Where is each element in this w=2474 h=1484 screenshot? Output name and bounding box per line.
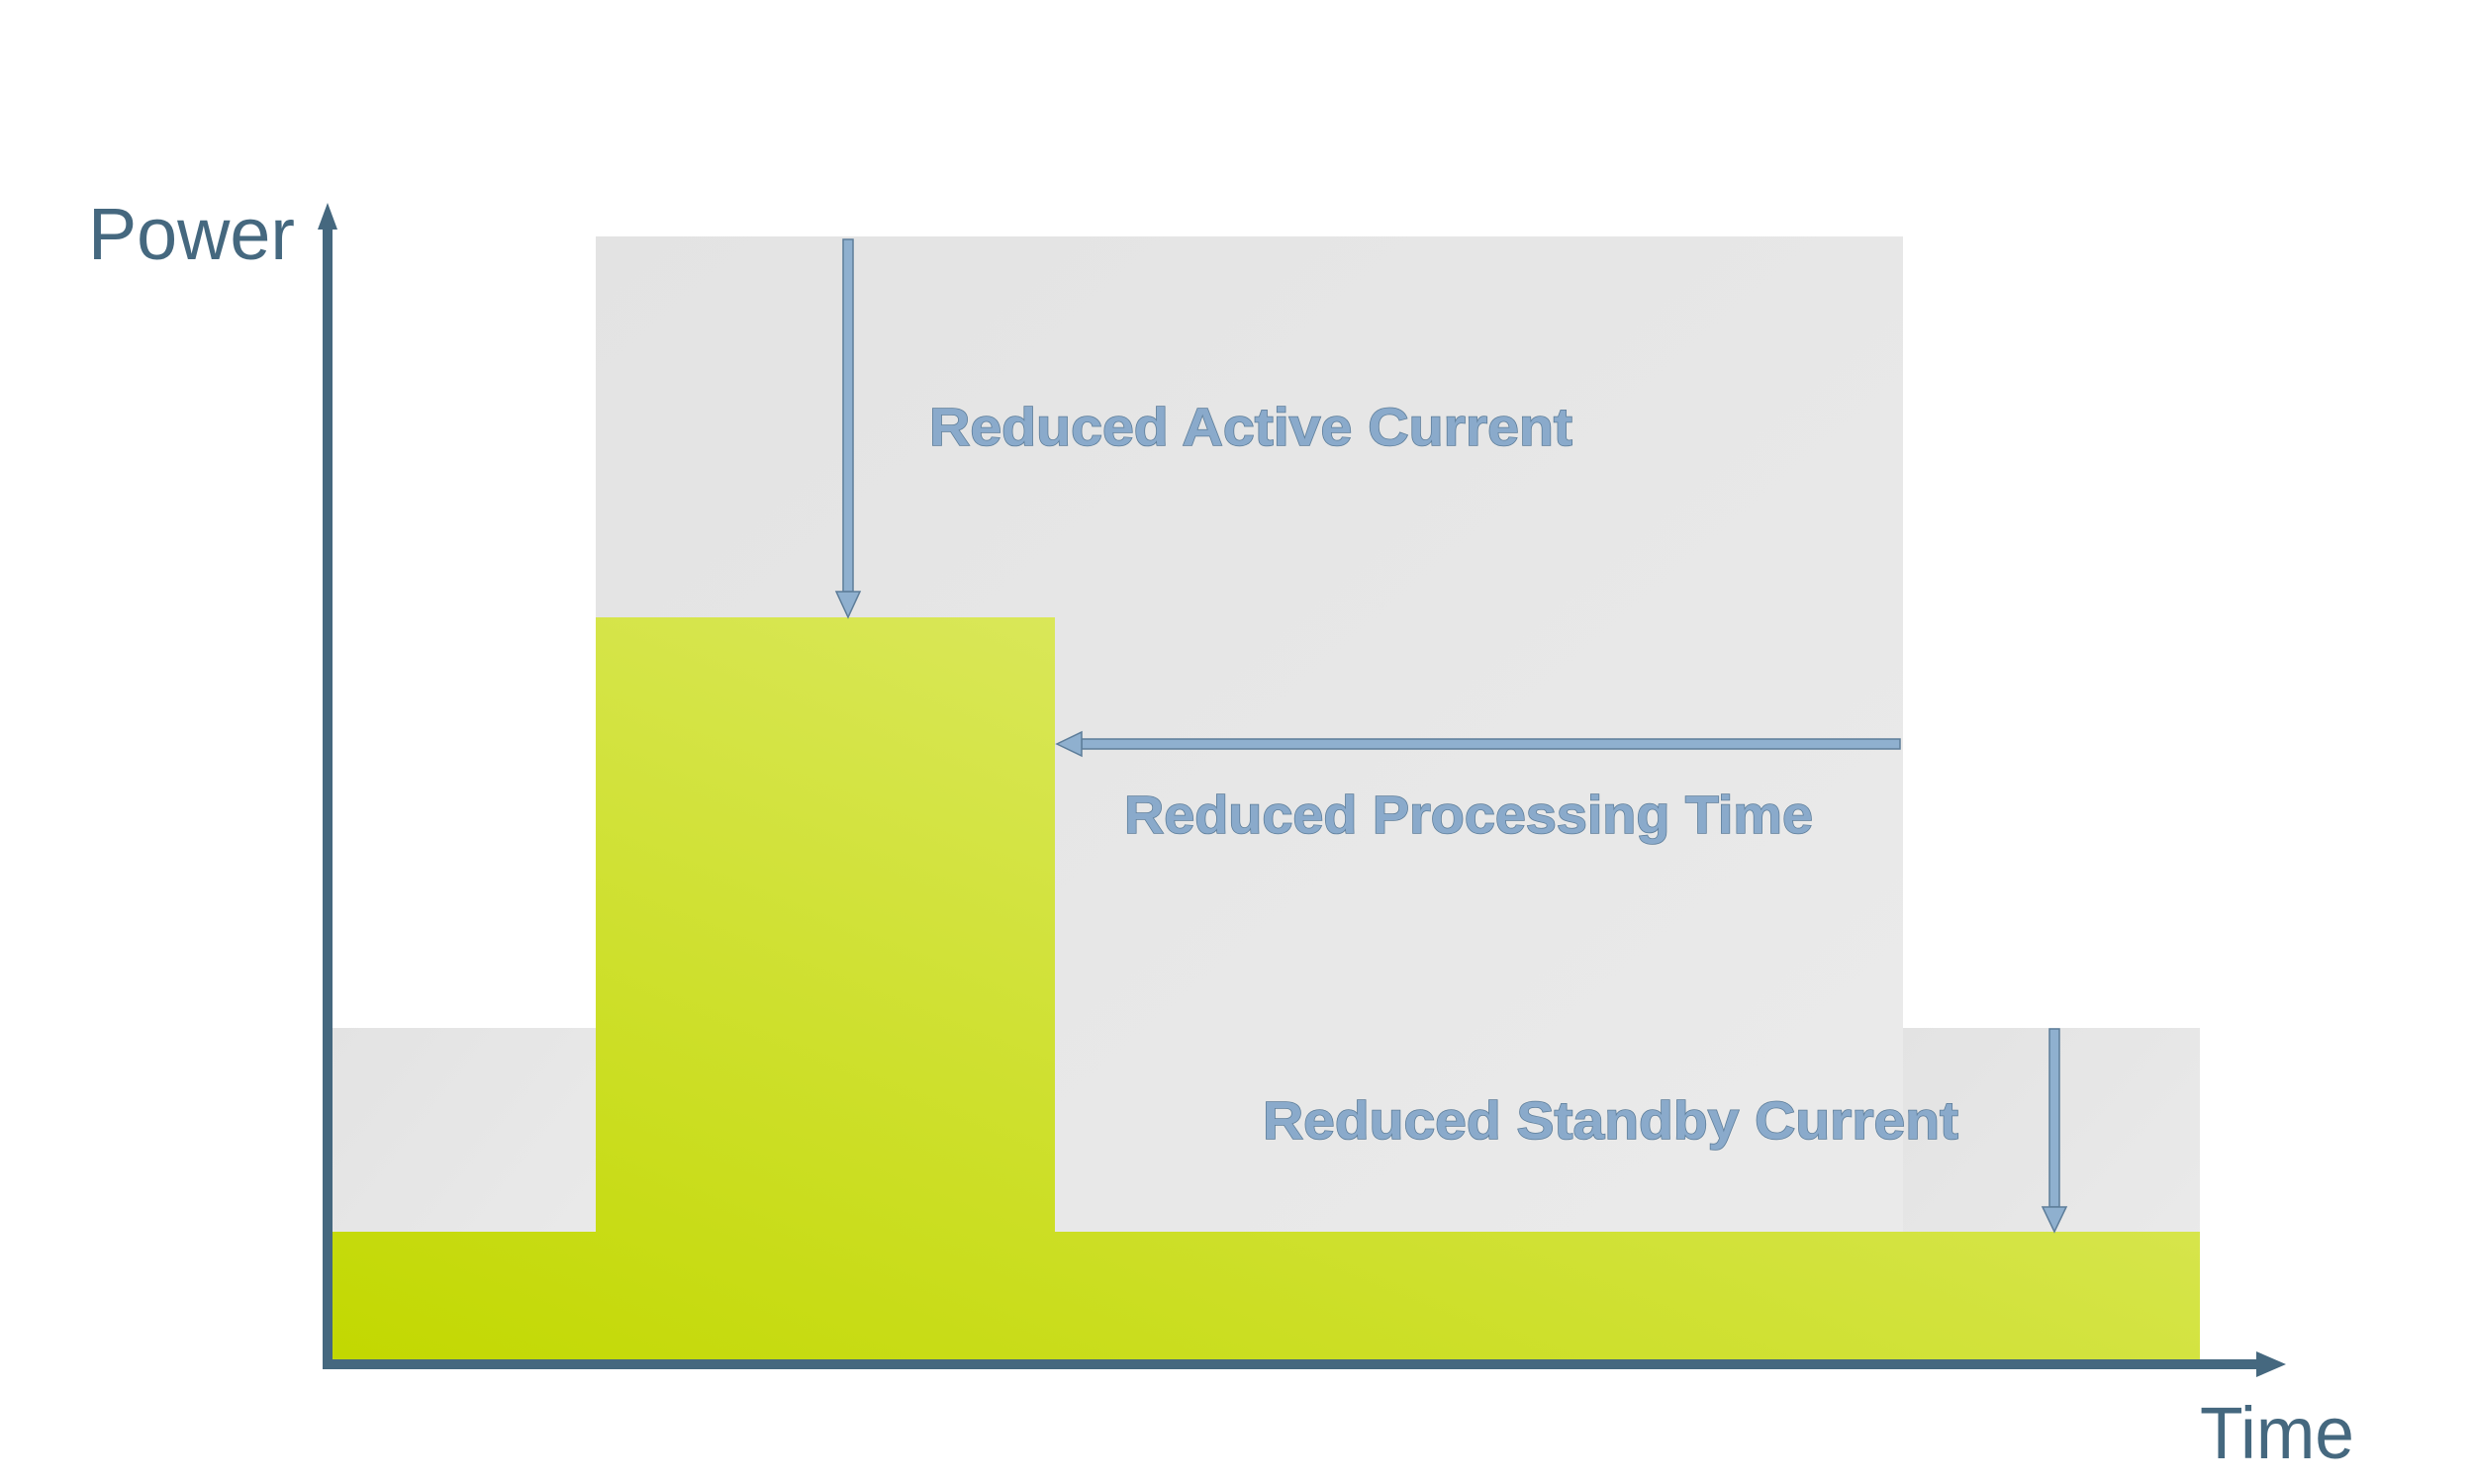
x-axis-label: Time [2200, 1392, 2354, 1474]
annotation-reduced-processing-time: Reduced Processing Time [1124, 786, 1813, 845]
reduced-power-area [333, 617, 2200, 1364]
y-axis-label: Power [88, 193, 295, 275]
standby-current-arrow-icon [2041, 1028, 2068, 1234]
x-axis [323, 1359, 2258, 1369]
axes [318, 203, 2286, 1377]
y-axis-arrow-icon [318, 203, 337, 230]
processing-time-arrow-icon [1055, 730, 1901, 758]
annotation-arrows [834, 238, 2068, 1234]
annotation-reduced-standby-current: Reduced Standby Current [1263, 1091, 1958, 1151]
active-current-arrow-icon [834, 238, 862, 619]
reduced-profile-shape [333, 617, 2200, 1364]
annotation-reduced-active-current: Reduced Active Current [929, 398, 1572, 457]
x-axis-arrow-icon [2256, 1351, 2286, 1377]
y-axis [323, 228, 333, 1369]
